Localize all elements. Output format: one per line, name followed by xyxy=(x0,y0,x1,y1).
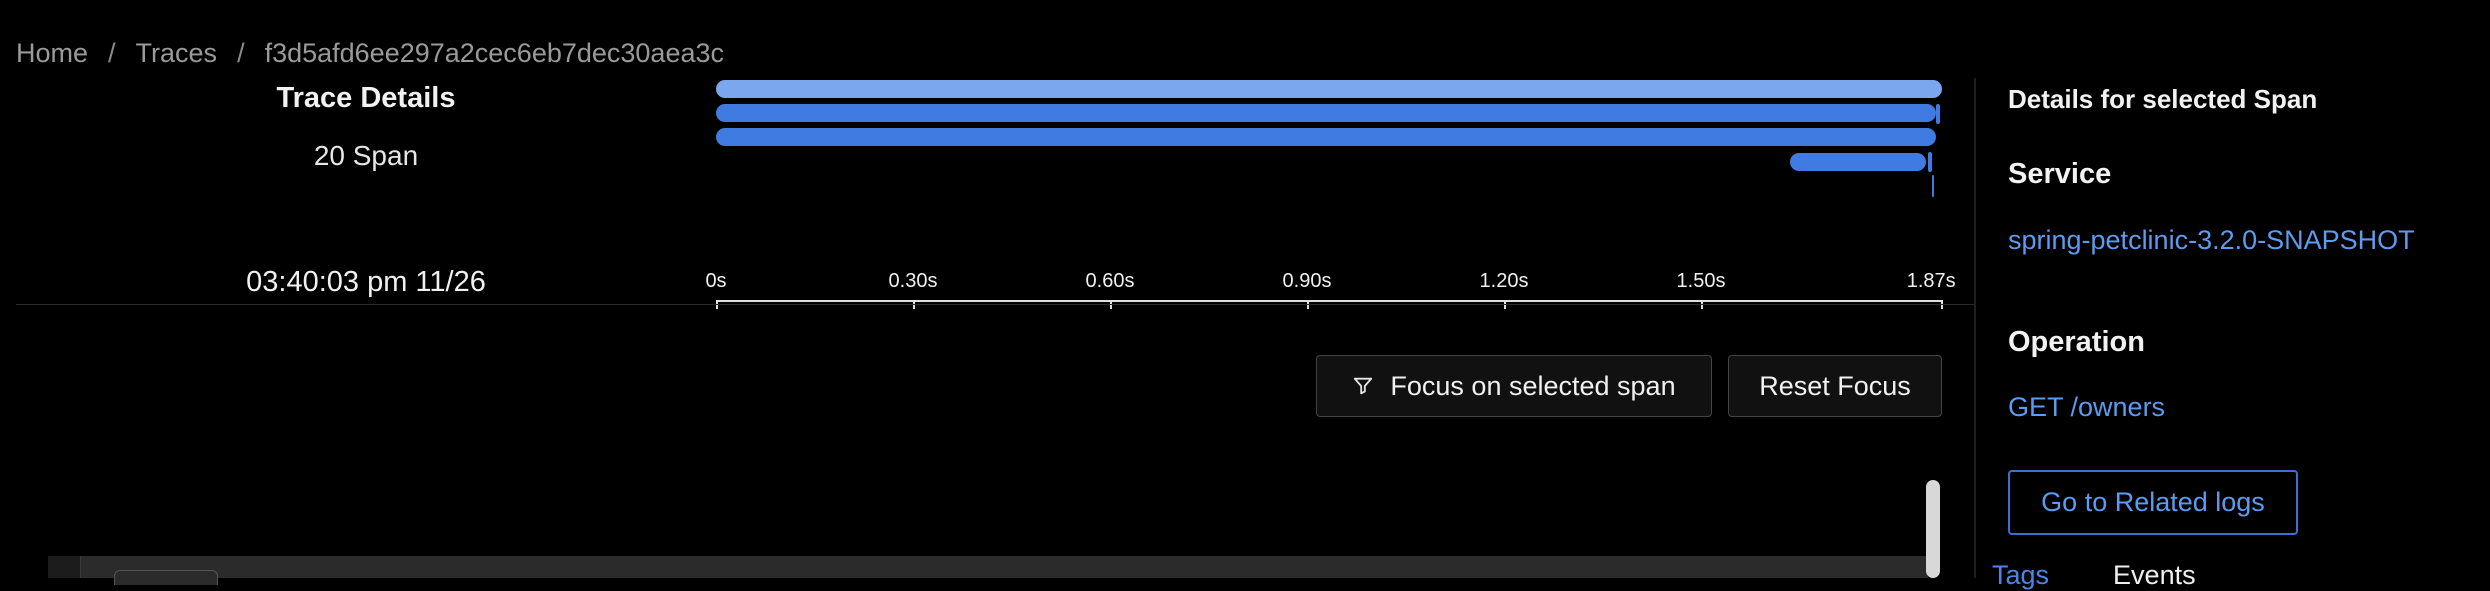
filter-icon xyxy=(1352,375,1374,397)
axis-tick-label: 0.60s xyxy=(1085,270,1135,292)
breadcrumb: Home / Traces / f3d5afd6ee297a2cec6eb7de… xyxy=(16,38,724,69)
tab-tags[interactable]: Tags xyxy=(1992,560,2050,590)
axis-tick-label: 1.87s xyxy=(1906,270,1956,292)
panel-divider[interactable] xyxy=(1974,78,1976,578)
service-label: Service xyxy=(2008,158,2112,190)
axis-tick-label: 1.20s xyxy=(1479,270,1529,292)
minimap-span-bar xyxy=(716,80,1942,98)
breadcrumb-separator: / xyxy=(237,38,245,68)
minimap-span-bar xyxy=(716,104,1936,122)
span-table-gutter xyxy=(48,556,81,578)
operation-value: GET /owners xyxy=(2008,392,2166,422)
span-count: 20 Span xyxy=(313,140,419,171)
minimap-span-bar xyxy=(716,128,1936,146)
axis-tick-label: 0.90s xyxy=(1282,270,1332,292)
go-to-related-logs-button[interactable]: Go to Related logs xyxy=(2008,470,2298,535)
breadcrumb-traces[interactable]: Traces xyxy=(135,38,218,68)
breadcrumb-trace-id: f3d5afd6ee297a2cec6eb7dec30aea3c xyxy=(264,38,724,68)
reset-focus-button[interactable]: Reset Focus xyxy=(1728,355,1942,417)
minimap-span-marker xyxy=(1936,104,1940,124)
timeline-axis xyxy=(716,300,1942,302)
span-table-header xyxy=(48,556,1928,578)
breadcrumb-separator: / xyxy=(108,38,116,68)
trace-details-title: Trace Details xyxy=(276,82,456,114)
operation-label: Operation xyxy=(2008,326,2145,358)
scrollbar[interactable] xyxy=(1926,480,1940,578)
axis-tick-label: 1.50s xyxy=(1676,270,1726,292)
service-value: spring-petclinic-3.2.0-SNAPSHOT xyxy=(2008,225,2415,255)
breadcrumb-home[interactable]: Home xyxy=(16,38,89,68)
focus-button-label: Focus on selected span xyxy=(1390,370,1676,401)
minimap-span-marker xyxy=(1932,175,1934,197)
trace-timestamp: 03:40:03 pm 11/26 xyxy=(246,266,486,298)
details-tabs: Tags Events xyxy=(1992,560,2196,591)
axis-tick-label: 0.30s xyxy=(888,270,938,292)
minimap-span-marker xyxy=(1928,152,1932,172)
axis-tick-label: 0s xyxy=(705,270,727,292)
tab-events[interactable]: Events xyxy=(2113,560,2196,590)
details-panel-heading: Details for selected Span xyxy=(2008,84,2318,114)
minimap-span-bar xyxy=(1790,153,1926,171)
divider xyxy=(16,304,1974,305)
focus-on-selected-span-button[interactable]: Focus on selected span xyxy=(1316,355,1712,417)
